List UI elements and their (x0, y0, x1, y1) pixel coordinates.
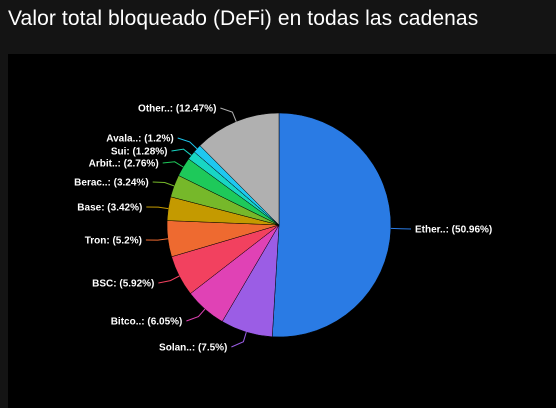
slice-label-arbit: Arbit..: (2.76%) (89, 159, 159, 170)
leader-line-other (220, 107, 237, 122)
slice-label-ether: Ether..: (50.96%) (415, 225, 492, 236)
leader-line-berac (152, 181, 175, 187)
slice-label-bsc: BSC: (5.92%) (92, 279, 154, 290)
leader-line-arbit (162, 161, 184, 168)
leader-line-sui (171, 148, 192, 156)
slice-label-berac: Berac..: (3.24%) (74, 178, 148, 189)
slice-label-base: Base: (3.42%) (77, 203, 142, 214)
leader-line-solan (231, 331, 247, 348)
slice-label-bitco: Bitco..: (6.05%) (111, 317, 183, 328)
slice-label-other: Other..: (12.47%) (138, 104, 216, 115)
pie-slice-ether[interactable] (271, 112, 392, 338)
leader-line-ether (390, 227, 412, 230)
leader-line-bsc (158, 275, 180, 284)
header: Valor total bloqueado (DeFi) en todas la… (0, 0, 556, 52)
slice-label-sui: Sui: (1.28%) (111, 147, 168, 158)
page-title: Valor total bloqueado (DeFi) en todas la… (8, 7, 479, 30)
leader-line-bitco (186, 308, 206, 322)
slice-label-solan: Solan..: (7.5%) (159, 343, 227, 354)
leader-line-avala (177, 137, 198, 150)
leader-line-base (146, 206, 169, 210)
leader-line-tron (145, 238, 168, 241)
slice-label-tron: Tron: (5.2%) (85, 236, 142, 247)
slice-label-avala: Avala..: (1.2%) (106, 134, 173, 145)
